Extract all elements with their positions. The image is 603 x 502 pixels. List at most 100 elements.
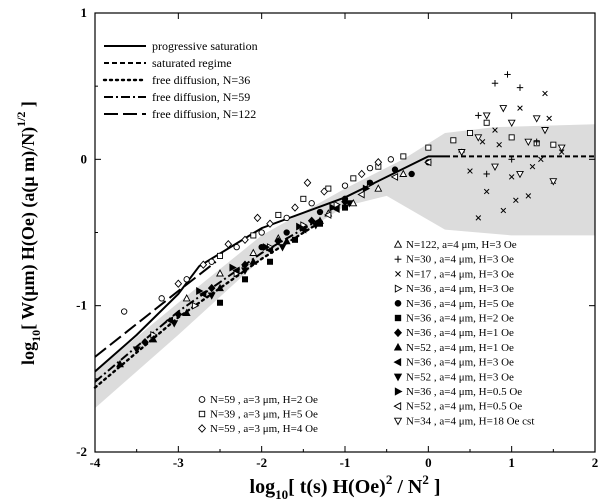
point-circle-open (208, 258, 215, 265)
point-triangle-down-open (507, 119, 516, 128)
legend-marker-label: N=122, a=4 μm, H=3 Oe (406, 239, 517, 251)
point-triangle-down-filled (278, 244, 287, 252)
point-triangle-up-open (399, 169, 408, 177)
point-circle-open (158, 295, 165, 302)
y-axis-label: log10[ W(μm) H(Oe) (a(μ m)/N)1/2 ] (14, 101, 43, 365)
point-plus (504, 71, 511, 78)
point-cross (542, 90, 548, 97)
y-tick-label: 0 (81, 151, 88, 166)
point-triangle-right-open (333, 200, 341, 209)
point-plus (483, 170, 490, 178)
point-diamond-open (266, 219, 274, 228)
point-triangle-down-filled (170, 320, 179, 328)
legend-marker-label: N=36 , a=4 μm, H=3 Oe (406, 357, 514, 369)
legend-marker-triangle-left-filled (393, 357, 402, 367)
point-triangle-up-filled (282, 236, 291, 245)
point-triangle-down-filled (132, 346, 141, 354)
legend-marker-triangle-right-open (394, 284, 403, 293)
point-square-open (400, 153, 407, 160)
point-circle-open (120, 308, 128, 315)
point-circle-open (387, 156, 395, 163)
legend-marker-triangle-up-filled (393, 342, 403, 351)
legend-marker-label: N=52 , a=4 μm, H=3 Oe (406, 371, 514, 383)
point-circle-filled (283, 229, 290, 236)
point-plus (516, 84, 524, 91)
point-circle-open (283, 214, 290, 222)
point-cross (529, 163, 536, 170)
point-triangle-right-filled (196, 287, 204, 295)
data-points (116, 71, 566, 368)
legend-marker-cross (395, 270, 401, 277)
point-square-open (508, 134, 515, 141)
legend-marker-triangle-left-open (393, 402, 402, 411)
point-square-open (483, 119, 490, 126)
point-circle-open (341, 182, 349, 189)
x-tick-label: -3 (173, 455, 184, 470)
point-triangle-up-filled (316, 216, 324, 224)
point-circle-open (258, 229, 265, 236)
point-triangle-right-filled (329, 203, 337, 212)
legend-marker-triangle-up-open (393, 239, 403, 248)
point-square-open (216, 252, 224, 259)
legend-lines: progressive saturation saturated regime fr… (102, 39, 258, 121)
point-diamond-open (199, 260, 208, 269)
point-diamond-filled (141, 338, 149, 347)
legend-marker-circle-filled (394, 299, 402, 307)
legend-line-label: saturated regime (152, 56, 232, 70)
point-circle-filled (408, 170, 415, 178)
point-triangle-up-filled (249, 257, 258, 265)
point-triangle-up-open (216, 269, 224, 277)
legend-line-label: free diffusion, N=36 (152, 73, 250, 87)
legend-marker-label: N=36 , a=4 μm, H=5 Oe (406, 298, 514, 310)
legend-marker-triangle-down-open (393, 417, 403, 426)
point-cross (479, 139, 486, 145)
y-tick-label: -1 (76, 298, 87, 313)
point-triangle-down-filled (311, 222, 320, 230)
point-triangle-left-filled (232, 266, 240, 275)
point-triangle-left-filled (265, 246, 274, 255)
point-triangle-down-open (491, 163, 499, 171)
point-diamond-open (320, 187, 329, 196)
point-triangle-up-filled (182, 308, 191, 316)
point-square-open (300, 195, 307, 202)
point-plus (508, 156, 515, 163)
point-square-open (550, 141, 557, 148)
point-circle-open (233, 243, 240, 251)
legend-line-label: free diffusion, N=59 (152, 90, 250, 104)
point-triangle-up-open (374, 184, 383, 192)
legend-marker-label: N=34 , a=4 μm, H=18 Oe cst (406, 415, 534, 427)
x-tick-label: 0 (425, 455, 432, 470)
legend-line-label: progressive saturation (152, 39, 258, 53)
point-diamond-open (224, 240, 233, 249)
legend-marker-label: N=36 , a=4 μm, H=0.5 Oe (406, 386, 522, 398)
x-tick-label: 2 (592, 455, 599, 470)
legend-marker-label: N=36 , a=4 μm, H=3 Oe (406, 283, 514, 295)
legend-markers-left: N=59 , a=3 μm, H=2 Oe N=39 , a=3 μm, H=5 … (197, 394, 318, 435)
point-circle-open (183, 276, 190, 283)
point-plus (475, 112, 482, 119)
point-diamond-open (303, 178, 312, 187)
point-triangle-down-open (532, 115, 541, 123)
point-triangle-up-filled (216, 283, 224, 292)
x-tick-label: -1 (340, 455, 351, 470)
point-triangle-right-filled (296, 222, 304, 231)
point-diamond-open (253, 213, 262, 223)
point-square-open (275, 211, 282, 218)
point-plus (491, 80, 499, 87)
legend-marker-triangle-down-filled (393, 373, 403, 382)
point-triangle-up-open (249, 248, 258, 256)
point-cross (483, 188, 490, 195)
legend-marker-label: N=59 , a=3 μm, H=2 Oe (210, 394, 318, 406)
legend-marker-label: N=36 , a=4 μm, H=2 Oe (406, 313, 514, 325)
point-cross (475, 215, 482, 221)
point-triangle-up-filled (116, 359, 124, 368)
gray-band (95, 124, 595, 409)
point-triangle-left-open (390, 172, 399, 181)
point-cross (492, 127, 498, 133)
legend-marker-label: N=17 , a=4 μm, H=3 Oe (406, 268, 514, 280)
point-triangle-up-filled (149, 335, 158, 343)
point-cross (546, 115, 552, 122)
point-plus (533, 138, 540, 145)
point-cross (517, 105, 523, 111)
point-square-open (425, 144, 432, 151)
